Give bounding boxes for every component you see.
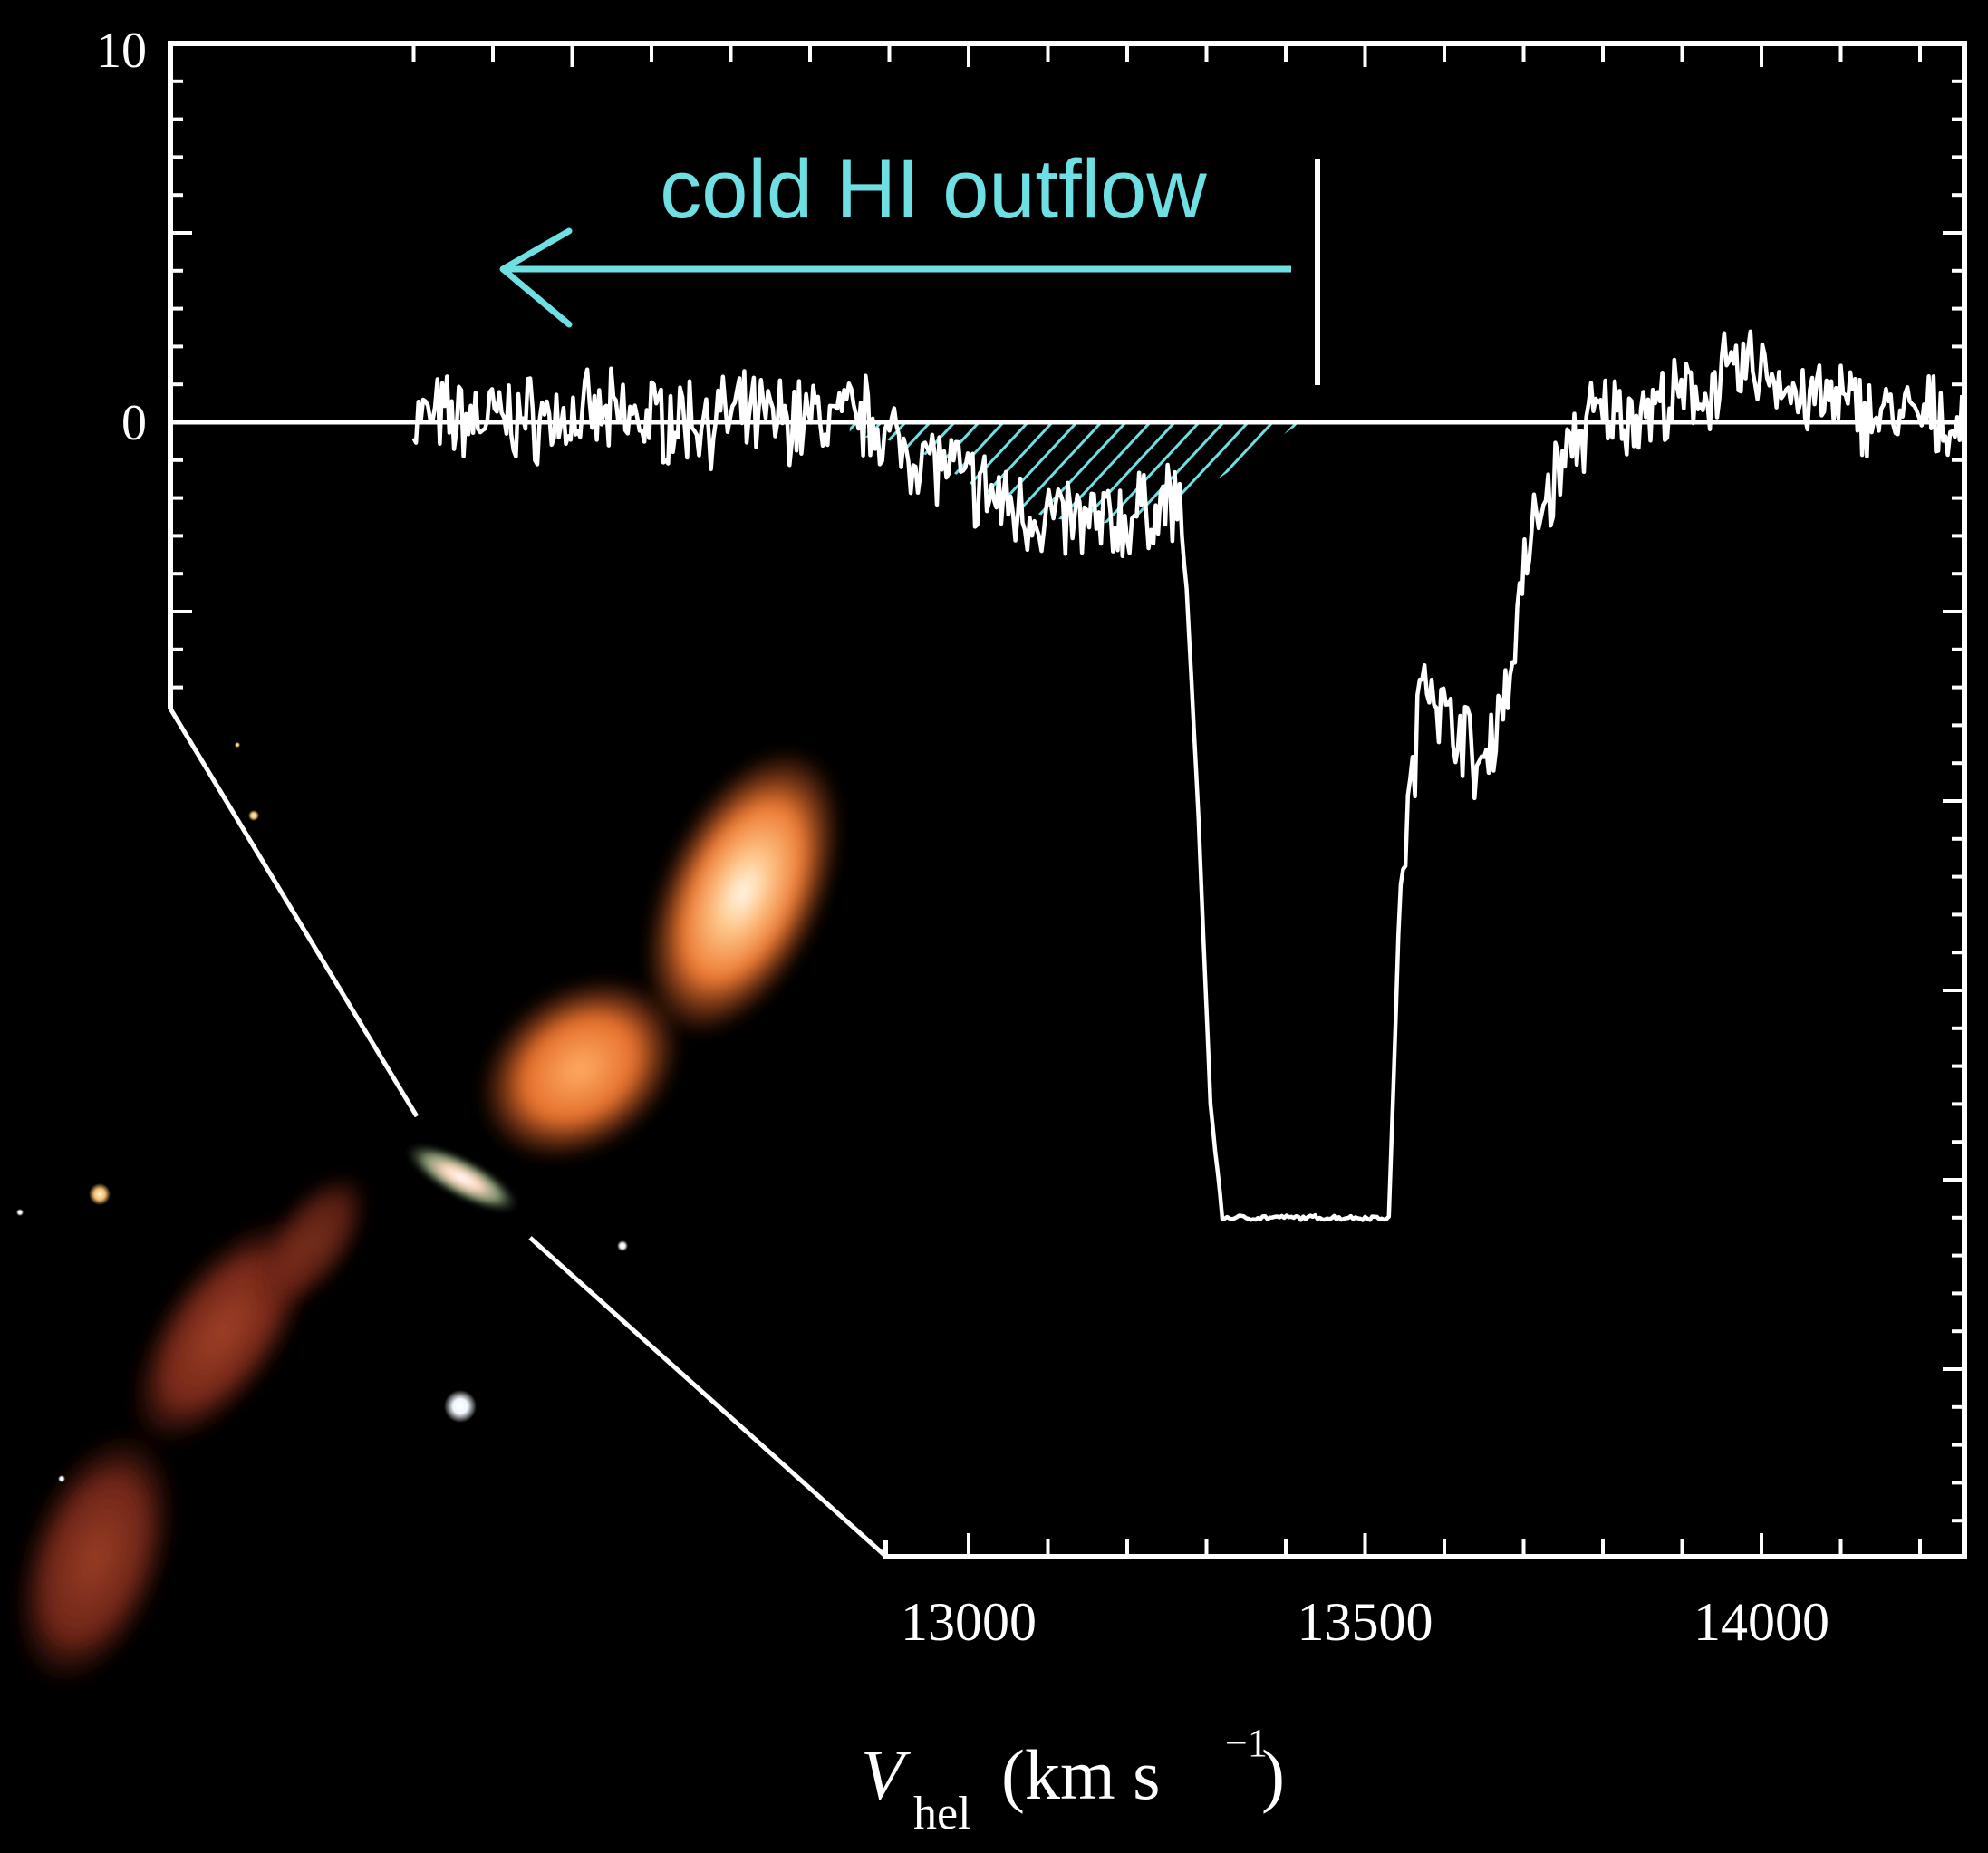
y-tick-label: 10	[96, 23, 147, 79]
star	[248, 810, 259, 821]
hatch-line	[985, 422, 1160, 525]
outflow-annotation: cold HI outflow	[499, 143, 1320, 385]
star	[89, 1183, 111, 1205]
arrow-left-icon	[499, 227, 573, 328]
x-tick-label: 13500	[1298, 1592, 1433, 1652]
x-axis-label: V hel (km s −1 )	[861, 1721, 1285, 1839]
inset-connector	[168, 707, 887, 1558]
axis-ticks	[170, 42, 1964, 1557]
x-axis-label-sup: −1	[1225, 1721, 1268, 1765]
radio-lobe-bright	[644, 748, 842, 1037]
connector-line-lower	[528, 1236, 887, 1558]
x-tick-label: 13000	[901, 1592, 1037, 1652]
y-tick-label: 0	[121, 395, 147, 451]
radio-lobe-faint-lower	[12, 1428, 179, 1689]
outflow-label: cold HI outflow	[660, 143, 1207, 236]
x-tick-labels: 13000 13500 14000	[901, 1592, 1829, 1652]
x-axis-label-units: (km s	[1001, 1735, 1161, 1814]
star	[58, 1475, 65, 1482]
x-tick-label: 14000	[1694, 1592, 1829, 1652]
star	[617, 1240, 628, 1251]
x-axis-label-main: V	[861, 1735, 912, 1814]
spectrum-line	[411, 329, 1964, 1222]
hatch-line	[1009, 422, 1184, 525]
radio-jet-inner	[478, 978, 681, 1161]
host-galaxy	[405, 1143, 519, 1213]
y-tick-labels: 10 0	[96, 23, 147, 451]
star	[16, 1209, 24, 1216]
star	[444, 1390, 477, 1423]
galaxy-radio-image	[12, 742, 842, 1689]
connector-line-upper	[168, 707, 420, 1118]
star	[235, 742, 240, 748]
x-axis-label-close: )	[1261, 1735, 1285, 1814]
x-axis-label-sub: hel	[913, 1788, 971, 1839]
radio-lobe-faint-mid	[255, 1170, 371, 1313]
